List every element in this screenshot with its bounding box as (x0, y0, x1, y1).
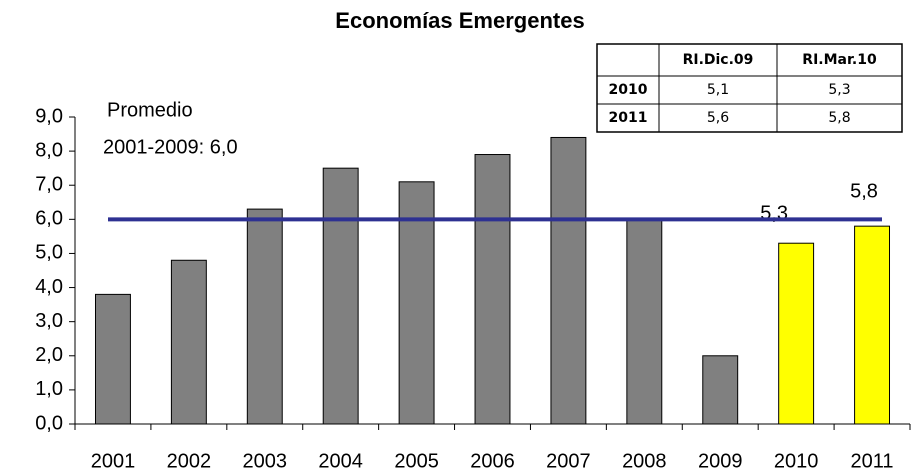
y-tick-label: 7,0 (35, 174, 63, 196)
table-cell: 5,8 (828, 110, 850, 126)
y-tick-label: 6,0 (35, 208, 63, 230)
bar (246, 208, 283, 425)
y-tick-label: 0,0 (35, 412, 63, 434)
table-cell: 5,1 (707, 82, 729, 98)
x-tick-label: 2009 (698, 450, 743, 472)
table-header: RI.Dic.09 (683, 52, 754, 68)
y-tick-label: 2,0 (35, 344, 63, 366)
y-tick-label: 5,0 (35, 242, 63, 264)
y-tick-label: 4,0 (35, 276, 63, 298)
table-row-label: 2011 (609, 110, 648, 126)
bar (322, 167, 359, 425)
y-tick-label: 9,0 (35, 105, 63, 127)
bar (398, 181, 435, 425)
annotation: Promedio (107, 99, 193, 121)
table-row-label: 2010 (609, 82, 648, 98)
annotation: 2001-2009: 6,0 (103, 136, 238, 158)
x-tick-label: 2006 (470, 450, 515, 472)
y-tick-label: 1,0 (35, 378, 63, 400)
y-tick-label: 8,0 (35, 139, 63, 161)
bar (626, 218, 663, 425)
bar (550, 136, 587, 425)
x-tick-label: 2004 (318, 450, 363, 472)
x-tick-label: 2002 (167, 450, 212, 472)
data-label: 5,8 (850, 180, 878, 202)
bar (474, 154, 511, 425)
table-frame (596, 43, 903, 133)
y-tick-label: 3,0 (35, 310, 63, 332)
x-tick-label: 2011 (851, 450, 894, 472)
bar (778, 242, 815, 425)
bar (170, 259, 207, 425)
x-tick-label: 2001 (91, 450, 136, 472)
table-cell: 5,3 (828, 82, 850, 98)
x-tick-label: 2007 (546, 450, 591, 472)
table-header: RI.Mar.10 (802, 52, 877, 68)
bar (854, 225, 891, 425)
x-tick-label: 2010 (774, 450, 819, 472)
x-tick-label: 2003 (243, 450, 288, 472)
x-tick-label: 2005 (394, 450, 439, 472)
table-cell: 5,6 (707, 110, 729, 126)
bar (702, 355, 739, 425)
chart-title: Economías Emergentes (335, 8, 584, 33)
bar (94, 293, 131, 425)
x-tick-label: 2008 (622, 450, 667, 472)
